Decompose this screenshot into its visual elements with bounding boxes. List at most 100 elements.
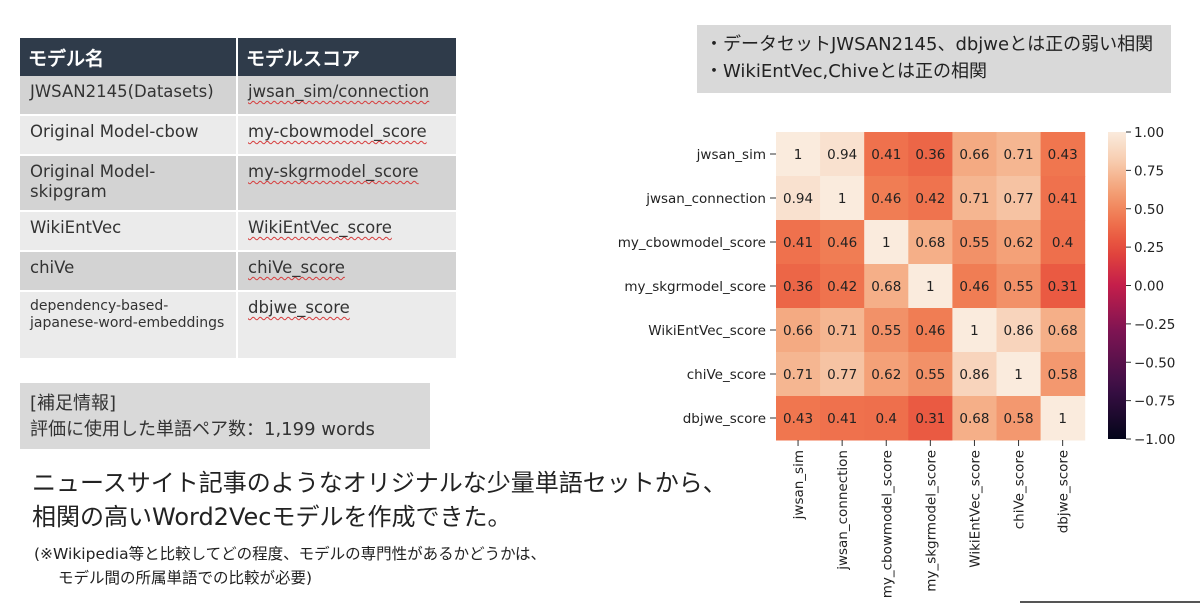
- row-label: jwsan_sim: [696, 147, 766, 163]
- heatmap-cell: [864, 220, 909, 265]
- cell-value-label: 0.77: [827, 367, 857, 383]
- heatmap-cell: [908, 264, 953, 309]
- table-row: Original Model-cbow my-cbowmodel_score: [20, 116, 458, 156]
- column-header-model: モデル名: [20, 38, 238, 76]
- model-name-cell: Original Model-skipgram: [20, 156, 238, 212]
- heatmap-cell: [952, 132, 997, 177]
- colorbar-tick-label: −0.75: [1134, 394, 1175, 410]
- row-label: my_skgrmodel_score: [624, 279, 766, 295]
- cell-value-label: 1: [1058, 411, 1067, 427]
- correlation-heatmap: 1 0.94 0.41 0.36 0.66 0.71 0.430.94 1 0.46 0.42 0.…: [618, 125, 1176, 598]
- model-name: dependency-based-japanese-word-embedding…: [30, 298, 225, 331]
- column-header-score: モデルスコア: [238, 38, 458, 76]
- row-label: dbjwe_score: [683, 411, 766, 427]
- cell-value-label: 0.31: [915, 411, 945, 427]
- cell-value-label: 1: [970, 323, 979, 339]
- row-label: WikiEntVec_score: [648, 323, 766, 339]
- colorbar-tick-label: −0.50: [1134, 355, 1175, 371]
- cell-value-label: 0.41: [1048, 191, 1078, 207]
- divider-line: [1020, 601, 1200, 603]
- row-label: jwsan_connection: [645, 191, 766, 207]
- cell-value-label: 0.58: [1004, 411, 1034, 427]
- heatmap-cell: [996, 220, 1042, 265]
- cell-value-label: 0.36: [915, 147, 945, 163]
- heatmap-cell: [820, 396, 865, 441]
- heatmap-cell: [864, 396, 909, 441]
- cell-value-label: 0.71: [959, 191, 989, 207]
- heatmap-cell: [1040, 264, 1086, 309]
- heatmap-cell: [952, 352, 997, 397]
- heatmap-cell: [820, 132, 865, 177]
- cell-value-label: 0.43: [783, 411, 813, 427]
- heatmap-cell: [820, 264, 865, 309]
- heatmap-cell: [952, 396, 997, 441]
- cell-value-label: 0.58: [1048, 367, 1078, 383]
- heatmap-cell: [908, 396, 953, 441]
- column-label: dbjwe_score: [1056, 450, 1072, 533]
- cell-value-label: 0.71: [783, 367, 813, 383]
- cell-value-label: 0.66: [959, 147, 989, 163]
- cell-value-label: 0.86: [1004, 323, 1034, 339]
- table-header-row: モデル名 モデルスコア: [20, 38, 458, 76]
- heatmap-cell: [1040, 176, 1086, 221]
- table-row: chiVe chiVe_score: [20, 252, 458, 292]
- heatmap-cell: [908, 308, 953, 353]
- cell-value-label: 0.42: [827, 279, 857, 295]
- heatmap-cell: [996, 132, 1042, 177]
- heatmap-cell: [996, 396, 1042, 441]
- heatmap-cell: [1040, 396, 1086, 441]
- model-score: my-cbowmodel_score: [248, 122, 427, 141]
- cell-value-label: 1: [1014, 367, 1023, 383]
- colorbar-tick-label: 0.75: [1134, 163, 1164, 179]
- model-name-cell: dependency-based-japanese-word-embedding…: [20, 292, 238, 360]
- callout-line-1: ・データセットJWSAN2145、dbjweとは正の弱い相関: [705, 34, 1154, 55]
- heatmap-cell: [864, 176, 909, 221]
- model-name-cell: chiVe: [20, 252, 238, 292]
- heatmap-cell: [996, 176, 1042, 221]
- cell-value-label: 0.42: [915, 191, 945, 207]
- row-label: my_cbowmodel_score: [618, 235, 766, 251]
- model-score-cell: my-skgrmodel_score: [238, 156, 458, 212]
- column-label: jwsan_sim: [791, 450, 807, 520]
- model-score: jwsan_sim/connection: [248, 82, 430, 101]
- cell-value-label: 0.46: [915, 323, 945, 339]
- model-score-cell: WikiEntVec_score: [238, 212, 458, 252]
- cell-value-label: 0.68: [871, 279, 901, 295]
- cell-value-label: 0.4: [1052, 235, 1073, 251]
- model-score: dbjwe_score: [248, 298, 350, 317]
- heatmap-cell: [908, 132, 953, 177]
- callout-line-2: ・WikiEntVec,Chiveとは正の相関: [705, 61, 987, 82]
- model-score: chiVe_score: [248, 258, 345, 277]
- cell-value-label: 0.41: [783, 235, 813, 251]
- model-name: Original Model-cbow: [30, 122, 199, 141]
- footnote: (※Wikipedia等と比較してどの程度、モデルの専門性があるかどうかは、 モ…: [34, 542, 546, 590]
- model-score: my-skgrmodel_score: [248, 162, 419, 181]
- conclusion-line-1: ニュースサイト記事のようなオリジナルな少量単語セットから、: [32, 469, 727, 497]
- table-row: dependency-based-japanese-word-embedding…: [20, 292, 458, 360]
- model-name-cell: JWSAN2145(Datasets): [20, 76, 238, 116]
- supplement-word-count: 評価に使用した単語ペア数：1,199 words: [30, 419, 375, 441]
- cell-value-label: 0.86: [959, 367, 989, 383]
- heatmap-cell: [820, 220, 865, 265]
- cell-value-label: 0.66: [783, 323, 813, 339]
- column-label: chiVe_score: [1012, 450, 1028, 529]
- cell-value-label: 0.43: [1048, 147, 1078, 163]
- cell-value-label: 1: [794, 147, 803, 163]
- model-name: Original Model-skipgram: [30, 162, 156, 201]
- colorbar-tick-label: −0.25: [1134, 317, 1175, 333]
- heatmap-cell: [996, 264, 1042, 309]
- conclusion-line-2: 相関の高いWord2Vecモデルを作成できた。: [32, 503, 512, 532]
- heatmap-cell: [776, 220, 821, 265]
- heatmap-cell: [996, 308, 1042, 353]
- model-name-cell: Original Model-cbow: [20, 116, 238, 156]
- heatmap-cell: [776, 264, 821, 309]
- cell-value-label: 0.71: [827, 323, 857, 339]
- heatmap-cell: [776, 176, 821, 221]
- cell-value-label: 0.46: [871, 191, 901, 207]
- cell-value-label: 0.31: [1048, 279, 1078, 295]
- colorbar-tick-label: 1.00: [1134, 125, 1164, 141]
- row-label: chiVe_score: [687, 367, 766, 383]
- model-name: chiVe: [30, 258, 75, 277]
- cell-value-label: 1: [926, 279, 935, 295]
- heatmap-cell: [776, 132, 821, 177]
